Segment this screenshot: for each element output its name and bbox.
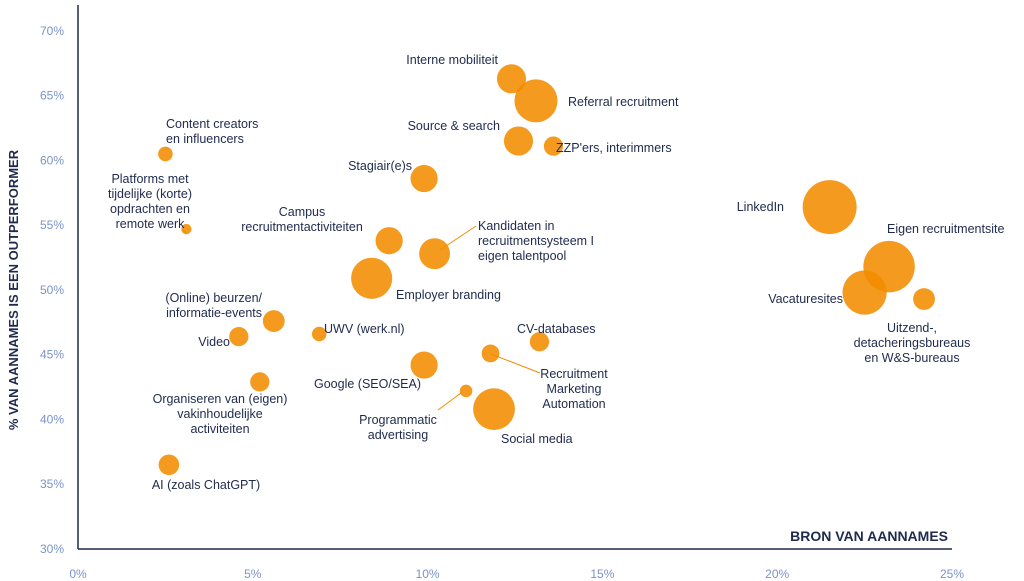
x-tick-label: 15% xyxy=(590,567,614,581)
point-label: Interne mobiliteit xyxy=(406,53,498,67)
x-tick-labels: 0% 5% 10% 15% 20% 25% xyxy=(69,567,964,581)
point-label: Programmatic advertising xyxy=(359,413,437,442)
x-tick-label: 10% xyxy=(416,567,440,581)
bubble xyxy=(250,372,270,392)
x-axis-title: BRON VAN AANNAMES xyxy=(790,528,948,544)
y-tick-label: 45% xyxy=(40,348,64,362)
bubble xyxy=(459,384,473,398)
y-tick-label: 50% xyxy=(40,283,64,297)
y-tick-labels: 30% 35% 40% 45% 50% 55% 60% 65% 70% xyxy=(40,24,64,556)
bubble xyxy=(496,64,527,94)
point-labels: Interne mobiliteit Referral recruitment So… xyxy=(108,53,1004,492)
point-label: (Online) beurzen/informatie-events xyxy=(165,291,262,320)
y-axis-title: % VAN AANNAMES IS EEN OUTPERFORMER xyxy=(6,149,21,430)
y-tick-label: 40% xyxy=(40,412,64,426)
y-tick-label: 70% xyxy=(40,24,64,38)
bubble xyxy=(529,332,550,352)
point-label: Stagiair(e)s xyxy=(348,159,412,173)
leader-lines xyxy=(182,225,541,411)
point-label: Content creators en influencers xyxy=(166,117,258,146)
bubbles-layer xyxy=(158,64,935,476)
bubble xyxy=(543,136,564,156)
bubble xyxy=(410,164,438,193)
point-label: UWV (werk.nl) xyxy=(324,322,405,336)
point-label: Eigen recruitmentsite xyxy=(887,222,1004,236)
point-label: CV-databases xyxy=(517,322,596,336)
x-tick-label: 0% xyxy=(69,567,87,581)
point-label: Vacaturesites xyxy=(768,292,843,306)
bubble xyxy=(514,79,558,123)
bubble xyxy=(481,344,500,363)
point-label: Google (SEO/SEA) xyxy=(314,377,421,391)
bubble xyxy=(262,310,285,332)
x-tick-label: 20% xyxy=(765,567,789,581)
point-label: Campus recruitmentactiviteiten xyxy=(241,205,363,234)
point-label: Social media xyxy=(501,432,573,446)
point-label: Source & search xyxy=(408,119,500,133)
point-label: Recruitment Marketing Automation xyxy=(540,367,608,411)
y-tick-label: 60% xyxy=(40,153,64,167)
point-label: AI (zoals ChatGPT) xyxy=(152,478,260,492)
leader-line xyxy=(437,392,462,411)
bubble xyxy=(503,126,534,156)
bubble xyxy=(913,288,935,310)
y-tick-label: 65% xyxy=(40,89,64,103)
bubble xyxy=(158,454,180,476)
bubble xyxy=(229,326,249,347)
point-label: Employer branding xyxy=(396,288,501,302)
leader-line xyxy=(439,225,477,251)
bubble xyxy=(473,388,515,431)
bubble xyxy=(410,351,438,379)
bubble xyxy=(181,223,192,235)
bubble xyxy=(375,227,403,255)
leader-line xyxy=(490,353,541,374)
x-tick-label: 25% xyxy=(940,567,964,581)
bubble xyxy=(419,238,451,270)
bubble xyxy=(311,326,327,342)
y-tick-label: 55% xyxy=(40,218,64,232)
point-label: Uitzend-, detacheringsbureaus en W&S-burea… xyxy=(854,321,971,365)
y-tick-label: 30% xyxy=(40,542,64,556)
bubble xyxy=(842,270,887,315)
bubble xyxy=(351,257,393,299)
bubble xyxy=(802,180,857,235)
leader-line xyxy=(182,229,187,234)
point-label: Video xyxy=(198,335,230,349)
point-label: Organiseren van (eigen) vakinhoudelijke ac… xyxy=(153,392,288,436)
point-label: LinkedIn xyxy=(737,200,784,214)
point-label: Referral recruitment xyxy=(568,95,679,109)
point-label: ZZP'ers, interimmers xyxy=(556,141,672,155)
x-tick-label: 5% xyxy=(244,567,262,581)
point-label: Platforms met tijdelijke (korte) opdrachte… xyxy=(108,172,192,231)
bubble xyxy=(158,146,173,162)
y-tick-label: 35% xyxy=(40,477,64,491)
